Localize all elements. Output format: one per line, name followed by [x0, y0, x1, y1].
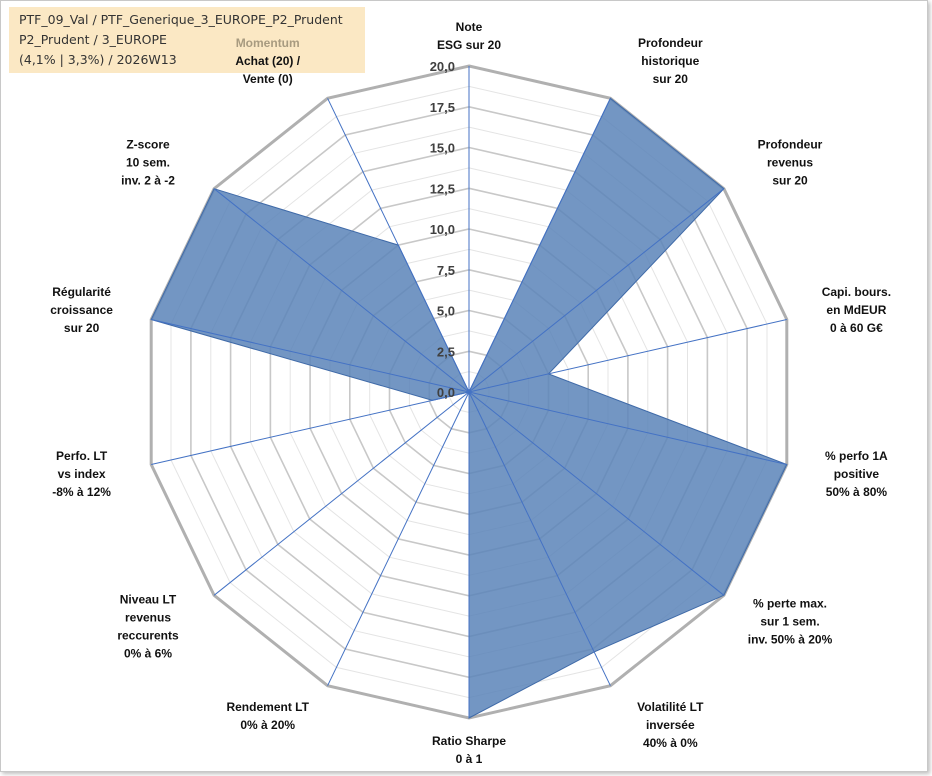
axis-spoke — [151, 391, 470, 465]
axis-label-line: sur 1 sem. — [760, 615, 819, 629]
axis-spoke — [327, 391, 470, 686]
info-line-profile: P2_Prudent / 3_EUROPE — [19, 32, 167, 47]
axis-label-line: 0 à 60 G€ — [830, 321, 883, 335]
axis-label-line: -8% à 12% — [52, 485, 111, 499]
info-line-period: (4,1% | 3,3%) / 2026W13 — [19, 52, 177, 67]
axis-label-line: inversée — [646, 718, 695, 732]
axis-label-line: en MdEUR — [826, 303, 886, 317]
axis-label-line: Note — [456, 20, 483, 34]
radar-tick-labels: 0,0 2,5 5,0 7,5 10,0 12,5 15,0 17,5 20,0 — [430, 59, 455, 400]
axis-label-line: 0% à 6% — [124, 647, 172, 661]
axis-spoke — [468, 391, 787, 465]
axis-label-line: Ratio Sharpe — [432, 734, 506, 748]
axis-label-line: ESG sur 20 — [437, 38, 501, 52]
axis-label-line: 10 sem. — [126, 155, 170, 169]
tick-label: 2,5 — [437, 344, 455, 359]
radar-axis-labels: Note ESG sur 20 Profondeur historique sur 20… — [50, 20, 891, 766]
axis-label-line: 0 à 1 — [456, 752, 483, 766]
axis-label-line: Niveau LT — [120, 593, 177, 607]
tick-label: 0,0 — [437, 385, 455, 400]
axis-label-line: sur 20 — [653, 72, 689, 86]
radar-spokes — [151, 66, 787, 718]
axis-label-line: revenus — [767, 155, 813, 169]
axis-label-line: Régularité — [52, 285, 111, 299]
axis-label-line: croissance — [50, 303, 113, 317]
axis-spoke — [468, 391, 725, 596]
axis-label-line: vs index — [58, 467, 106, 481]
axis-label-line: Z-score — [126, 137, 170, 151]
axis-label-line: Profondeur — [638, 36, 703, 50]
axis-label-line: revenus — [125, 611, 171, 625]
axis-label-line: % perte max. — [753, 597, 827, 611]
axis-label-line: Vente (0) — [243, 72, 293, 86]
tick-label: 10,0 — [430, 222, 455, 237]
tick-label: 15,0 — [430, 141, 455, 156]
axis-label-line: Momentum — [236, 36, 300, 50]
tick-label: 12,5 — [430, 181, 455, 196]
axis-spoke — [468, 319, 787, 393]
axis-label-line: Perfo. LT — [56, 449, 108, 463]
axis-label-line: Capi. bours. — [822, 285, 891, 299]
axis-label-line: positive — [834, 467, 880, 481]
axis-label-line: sur 20 — [772, 173, 808, 187]
tick-label: 7,5 — [437, 263, 455, 278]
axis-label-line: inv. 2 à -2 — [121, 173, 175, 187]
axis-spoke — [213, 188, 470, 393]
info-box: PTF_09_Val / PTF_Generique_3_EUROPE_P2_P… — [9, 7, 365, 73]
axis-label-line: Achat (20) / — [235, 54, 300, 68]
axis-label-line: 40% à 0% — [643, 736, 698, 750]
axis-spoke — [468, 188, 725, 393]
tick-label: 20,0 — [430, 59, 455, 74]
axis-label-line: Profondeur — [758, 137, 823, 151]
axis-label-line: sur 20 — [64, 321, 100, 335]
axis-spoke — [468, 391, 611, 686]
tick-label: 5,0 — [437, 304, 455, 319]
axis-label-line: inv. 50% à 20% — [748, 633, 833, 647]
info-line-portfolio: PTF_09_Val / PTF_Generique_3_EUROPE_P2_P… — [19, 12, 343, 27]
axis-spoke — [468, 98, 611, 393]
axis-label-line: Volatilité LT — [637, 700, 704, 714]
axis-spoke — [213, 391, 470, 596]
axis-label-line: Rendement LT — [226, 700, 309, 714]
axis-spoke — [327, 98, 470, 393]
axis-label-line: 0% à 20% — [240, 718, 295, 732]
axis-label-line: historique — [641, 54, 699, 68]
axis-spoke — [151, 319, 470, 393]
axis-label-line: % perfo 1A — [825, 449, 888, 463]
axis-label-line: reccurents — [117, 629, 179, 643]
axis-label-line: 50% à 80% — [826, 485, 888, 499]
tick-label: 17,5 — [430, 100, 455, 115]
